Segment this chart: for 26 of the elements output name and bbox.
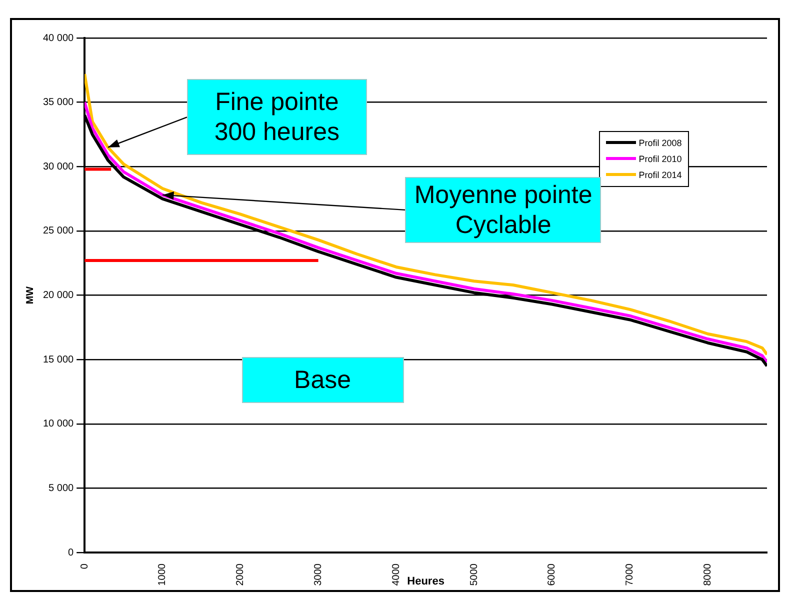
y-tick-label: 10 000	[42, 418, 74, 430]
y-tick-label: 25 000	[42, 226, 74, 237]
y-tick-label: 30 000	[42, 161, 74, 172]
callout-box: Fine pointe 300 heures	[186, 79, 367, 156]
y-axis-title: MW	[24, 286, 36, 304]
x-tick-label: 8000	[702, 563, 714, 586]
callout-box: Moyenne pointe Cyclable	[405, 176, 602, 243]
legend-label: Profil 2010	[638, 154, 682, 164]
x-tick-label: 6000	[546, 563, 558, 586]
x-tick-label: 3000	[313, 563, 324, 586]
x-tick-label: 2000	[235, 563, 246, 586]
y-tick-label: 0	[68, 547, 74, 558]
x-axis-title: Heures	[407, 575, 444, 588]
legend-label: Profil 2014	[638, 170, 682, 180]
x-tick-label: 4000	[390, 563, 402, 586]
legend-label: Profil 2008	[638, 138, 682, 148]
y-tick-label: 20 000	[42, 290, 74, 302]
x-tick-label: 7000	[624, 563, 636, 586]
x-tick-label: 5000	[468, 563, 480, 586]
y-tick-label: 40 000	[42, 32, 74, 44]
x-tick-label: 0	[79, 563, 90, 570]
y-tick-label: 5 000	[48, 482, 74, 494]
y-tick-label: 15 000	[42, 354, 74, 366]
y-tick-label: 35 000	[42, 97, 74, 108]
callout-box: Base	[242, 357, 404, 404]
x-tick-label: 1000	[157, 563, 168, 586]
